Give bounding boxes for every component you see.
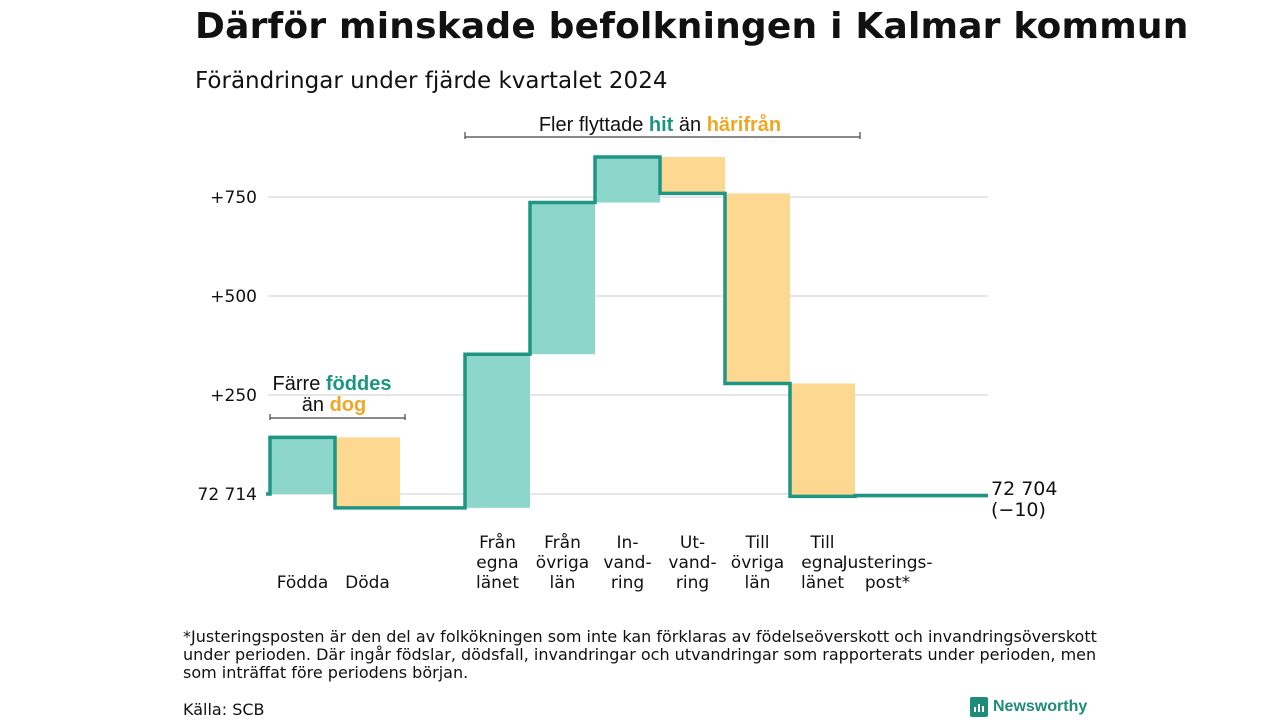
x-label-9-1: post*	[865, 573, 910, 593]
source-label: Källa: SCB	[183, 700, 265, 719]
x-label-4-1: övriga	[536, 553, 589, 573]
bar-In-vand-ring	[595, 157, 660, 203]
x-label-1-0: Döda	[345, 573, 390, 593]
x-label-7-1: övriga	[731, 553, 784, 573]
bar-Födda	[270, 437, 335, 494]
x-label-0-0: Födda	[277, 573, 329, 593]
annotation-births-line2: än dog	[302, 394, 366, 416]
x-label-5-2: ring	[611, 573, 644, 593]
x-label-3-2: länet	[476, 573, 519, 593]
x-labels: Födda DödaFrånegnalänetFrånövrigalänIn-va…	[277, 532, 933, 593]
end-value-label: 72 704	[991, 478, 1057, 500]
x-label-8-2: länet	[801, 573, 844, 593]
x-label-4-0: Från	[544, 532, 581, 553]
annotation-births-deaths: Färre föddes än dog	[269, 373, 406, 420]
y-tick-baseline: 72 714	[198, 485, 257, 505]
footnote: *Justeringsposten är den del av folkökni…	[183, 627, 1097, 682]
x-label-7-2: län	[745, 573, 771, 593]
x-label-6-2: ring	[676, 573, 709, 593]
y-tick-250: +250	[210, 386, 257, 406]
bars	[270, 157, 920, 508]
end-change-label: (−10)	[991, 499, 1046, 521]
x-label-9-0: Justerings-	[841, 553, 932, 573]
annotation-births-line1: Färre föddes	[273, 373, 392, 395]
waterfall-chart: 72 714+250+500+750 Födda DödaFrånegnaläne…	[198, 113, 1058, 593]
y-tick-750: +750	[210, 188, 257, 208]
bar-Frånövrigalän	[530, 202, 595, 355]
bar-Frånegnalänet	[465, 354, 530, 508]
x-label-6-1: vand-	[668, 553, 716, 573]
x-label-6-0: Ut-	[680, 533, 705, 553]
chart-subtitle: Förändringar under fjärde kvartalet 2024	[195, 68, 668, 94]
x-label-4-2: län	[550, 573, 576, 593]
chart-title: Därför minskade befolkningen i Kalmar ko…	[195, 6, 1189, 47]
step-line	[266, 155, 988, 510]
annotation-migration-text: Fler flyttade hit än härifrån	[539, 113, 781, 136]
cumulative-step-line	[266, 155, 988, 510]
x-label-8-0: Till	[809, 533, 834, 553]
bar-Ut-vand-ring	[660, 157, 725, 194]
x-label-5-1: vand-	[603, 553, 651, 573]
x-label-8-1: egna	[801, 553, 843, 573]
bar-Döda	[335, 437, 400, 508]
annotation-bracket-births	[269, 414, 406, 420]
x-label-3-0: Från	[479, 532, 516, 553]
x-label-5-0: In-	[617, 533, 639, 553]
bar-Tillövrigalän	[725, 193, 790, 384]
bar-chart-icon	[970, 697, 988, 717]
brand-logo: Newsworthy	[970, 697, 1087, 717]
y-tick-500: +500	[210, 287, 257, 307]
annotation-migration: Fler flyttade hit än härifrån	[464, 113, 861, 139]
y-tick-labels: 72 714 +250 +500 +750	[198, 188, 257, 505]
brand-name: Newsworthy	[993, 698, 1088, 715]
annotation-bracket-migration	[464, 132, 861, 139]
x-label-7-0: Till	[744, 533, 769, 553]
bar-Tillegnalänet	[790, 383, 855, 497]
x-label-3-1: egna	[476, 553, 518, 573]
